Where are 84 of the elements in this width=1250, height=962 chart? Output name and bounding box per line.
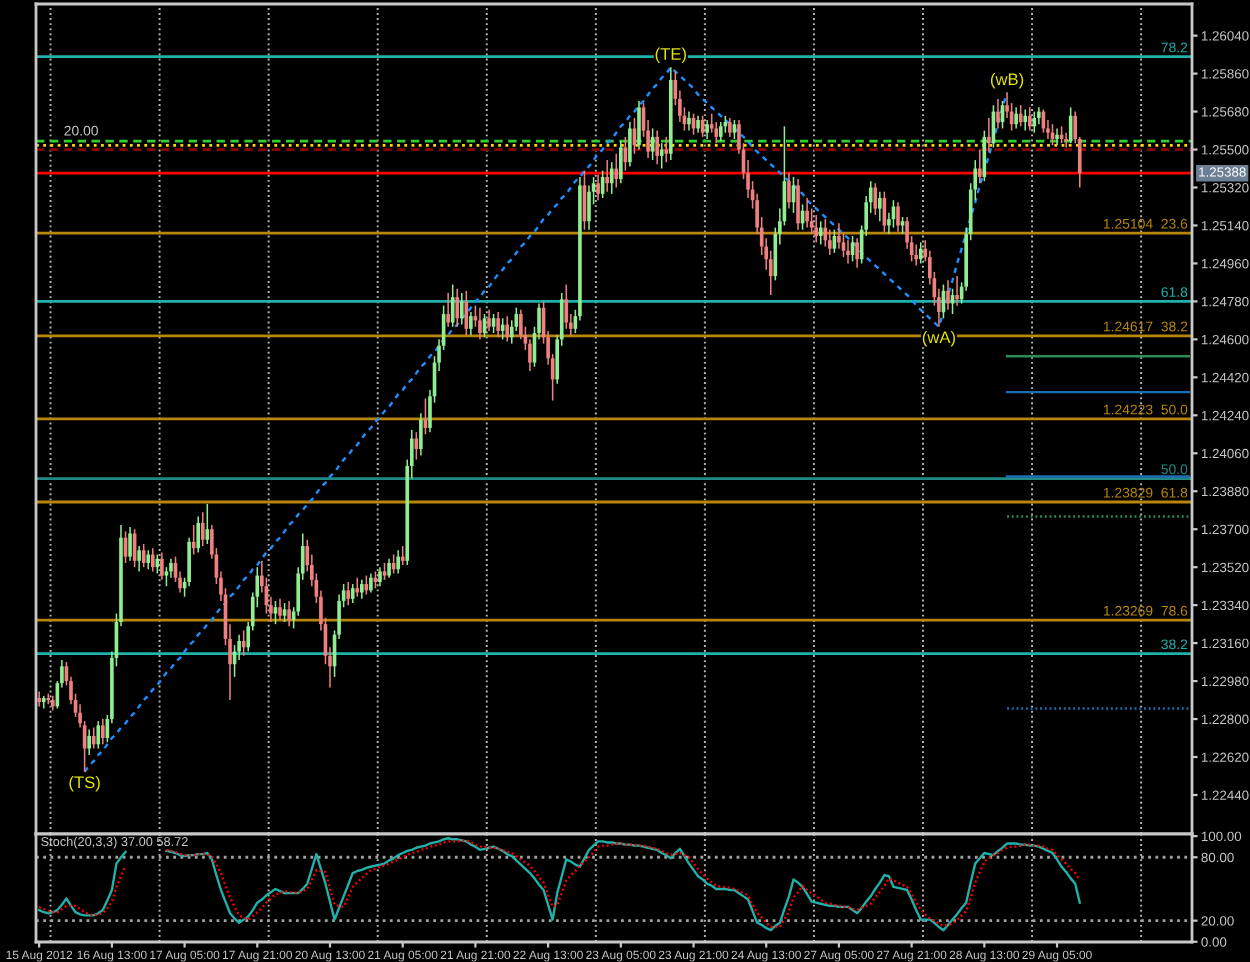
candlestick bbox=[359, 579, 364, 600]
candlestick bbox=[459, 292, 464, 326]
candlestick bbox=[150, 547, 155, 573]
candlestick bbox=[664, 136, 669, 163]
candlestick bbox=[378, 566, 382, 587]
candlestick bbox=[814, 214, 819, 244]
candlestick bbox=[714, 121, 719, 144]
candlestick bbox=[878, 190, 882, 223]
candlestick bbox=[787, 171, 791, 210]
candlestick bbox=[446, 292, 450, 328]
candlestick bbox=[1014, 106, 1018, 130]
candlestick bbox=[91, 726, 96, 750]
candlestick bbox=[419, 412, 423, 457]
candlestick bbox=[478, 306, 482, 341]
candlestick bbox=[705, 119, 709, 140]
candlestick bbox=[914, 243, 918, 267]
candlestick bbox=[160, 551, 164, 581]
candlestick bbox=[100, 718, 105, 746]
candlestick bbox=[346, 581, 350, 606]
candlestick bbox=[1018, 104, 1023, 128]
candlestick bbox=[796, 178, 800, 231]
candlestick bbox=[687, 110, 691, 132]
candlestick bbox=[955, 275, 959, 307]
candlestick bbox=[196, 515, 201, 554]
candlestick bbox=[278, 598, 282, 621]
candlestick bbox=[609, 161, 614, 195]
candlestick bbox=[200, 511, 205, 547]
candlestick bbox=[396, 549, 400, 575]
candlestick bbox=[987, 117, 991, 153]
annotation: (wB) bbox=[990, 72, 1024, 89]
candlestick bbox=[164, 566, 169, 587]
candlestick bbox=[287, 600, 291, 628]
candlestick bbox=[469, 311, 473, 336]
candlestick bbox=[918, 241, 923, 265]
candlestick bbox=[996, 98, 1000, 130]
candlestick bbox=[282, 602, 287, 623]
candlestick bbox=[1064, 131, 1068, 149]
candlestick bbox=[846, 239, 850, 265]
candlestick bbox=[946, 279, 950, 311]
candlestick bbox=[728, 117, 732, 138]
candlestick bbox=[487, 309, 491, 332]
candlestick bbox=[837, 222, 841, 250]
candlestick bbox=[350, 583, 355, 604]
candlestick bbox=[505, 315, 510, 343]
candlestick bbox=[818, 220, 823, 246]
candlestick bbox=[605, 159, 609, 193]
candlestick bbox=[823, 218, 828, 248]
candlestick bbox=[718, 121, 723, 142]
candlestick bbox=[141, 543, 146, 568]
candlestick bbox=[628, 121, 632, 168]
candlestick bbox=[273, 600, 278, 625]
candlestick bbox=[355, 576, 360, 598]
candlestick bbox=[977, 148, 982, 185]
candlestick bbox=[137, 545, 141, 573]
candlestick bbox=[146, 549, 151, 571]
candlestick bbox=[205, 503, 210, 545]
candlestick bbox=[455, 287, 460, 328]
candlestick bbox=[87, 728, 91, 756]
candlestick bbox=[655, 129, 659, 166]
annotation: (TS) bbox=[69, 775, 100, 792]
candlestick bbox=[596, 174, 600, 201]
candlestick bbox=[1023, 108, 1028, 132]
candlestick bbox=[169, 557, 173, 579]
candlestick bbox=[96, 720, 101, 750]
candlestick bbox=[387, 557, 391, 579]
candlestick bbox=[369, 572, 373, 594]
candlestick bbox=[873, 182, 878, 216]
candlestick bbox=[564, 283, 569, 330]
candlestick bbox=[1027, 106, 1032, 132]
candlestick bbox=[659, 142, 664, 170]
candlestick bbox=[450, 283, 455, 328]
candlestick bbox=[496, 311, 500, 339]
candlestick bbox=[619, 140, 623, 185]
candlestick bbox=[896, 201, 900, 233]
candlestick bbox=[614, 152, 619, 189]
candlestick bbox=[400, 545, 405, 566]
candlestick bbox=[128, 526, 132, 562]
candlestick bbox=[805, 197, 809, 229]
annotation: (TE) bbox=[655, 47, 686, 64]
candlestick bbox=[587, 184, 591, 231]
candlestick bbox=[1055, 127, 1059, 147]
candlestick bbox=[637, 100, 641, 151]
candlestick bbox=[855, 237, 859, 269]
annotation: (wA) bbox=[922, 330, 955, 347]
